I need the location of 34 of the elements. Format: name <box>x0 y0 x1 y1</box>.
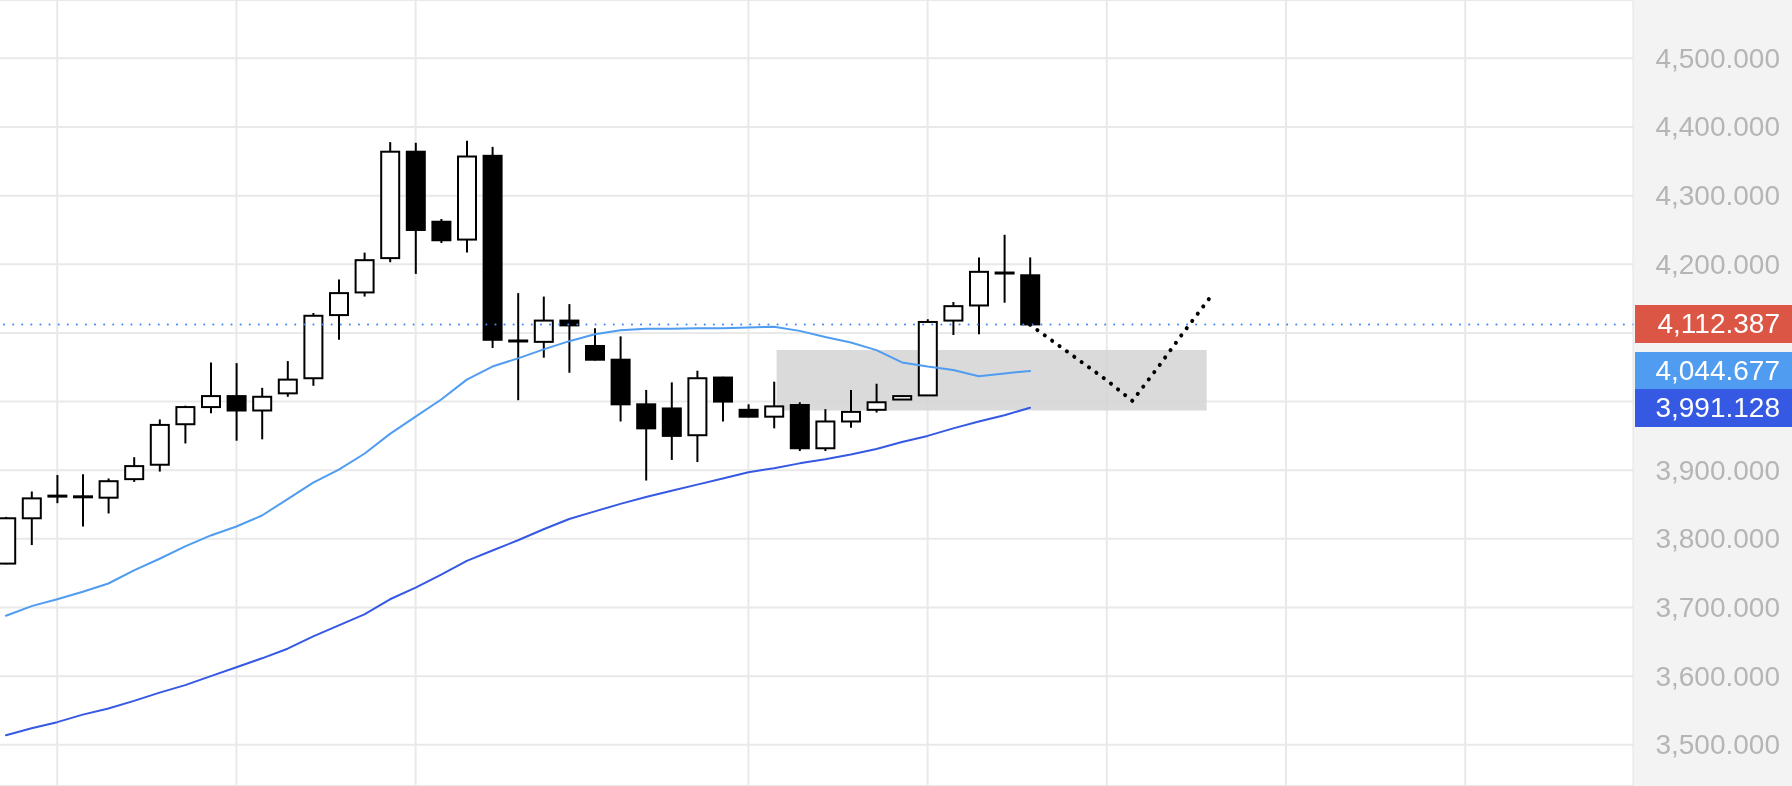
line-series <box>5 325 1031 617</box>
candlestick <box>175 404 196 445</box>
line-series <box>5 406 1031 737</box>
candlestick <box>226 362 247 442</box>
y-tick-label: 4,500.000 <box>1655 42 1780 74</box>
candlestick <box>124 456 145 483</box>
candlestick <box>533 295 554 359</box>
y-tick-label: 3,900.000 <box>1655 454 1780 486</box>
candlestick <box>47 474 68 505</box>
candlestick <box>585 327 605 362</box>
text: 4,044.677 <box>1635 351 1792 390</box>
candlestick <box>252 386 273 441</box>
y-tick-label: 3,800.000 <box>1655 523 1780 555</box>
candlestick <box>994 233 1015 304</box>
candlestick <box>841 388 861 429</box>
y-tick-label: 3,600.000 <box>1655 660 1780 692</box>
y-tick-label: 3,700.000 <box>1655 592 1780 624</box>
candlestick <box>201 361 221 415</box>
candlestick <box>277 360 298 398</box>
candlestick <box>943 301 964 336</box>
candlestick <box>98 477 119 515</box>
y-tick-label: 4,300.000 <box>1655 180 1780 212</box>
candlestick <box>73 473 93 528</box>
y-tick-label: 4,200.000 <box>1655 248 1780 280</box>
candlestick <box>21 490 42 547</box>
candlestick <box>764 380 785 430</box>
y-tick-label: 4,400.000 <box>1655 111 1780 143</box>
ref-line-label: 4,112.387 <box>1635 305 1792 344</box>
candlestick <box>431 217 452 245</box>
candlestick <box>329 278 349 341</box>
candlestick <box>866 382 887 414</box>
text: 3,991.128 <box>1635 388 1792 427</box>
y-tick-label: 3,500.000 <box>1655 729 1780 761</box>
candlestick <box>508 292 529 402</box>
